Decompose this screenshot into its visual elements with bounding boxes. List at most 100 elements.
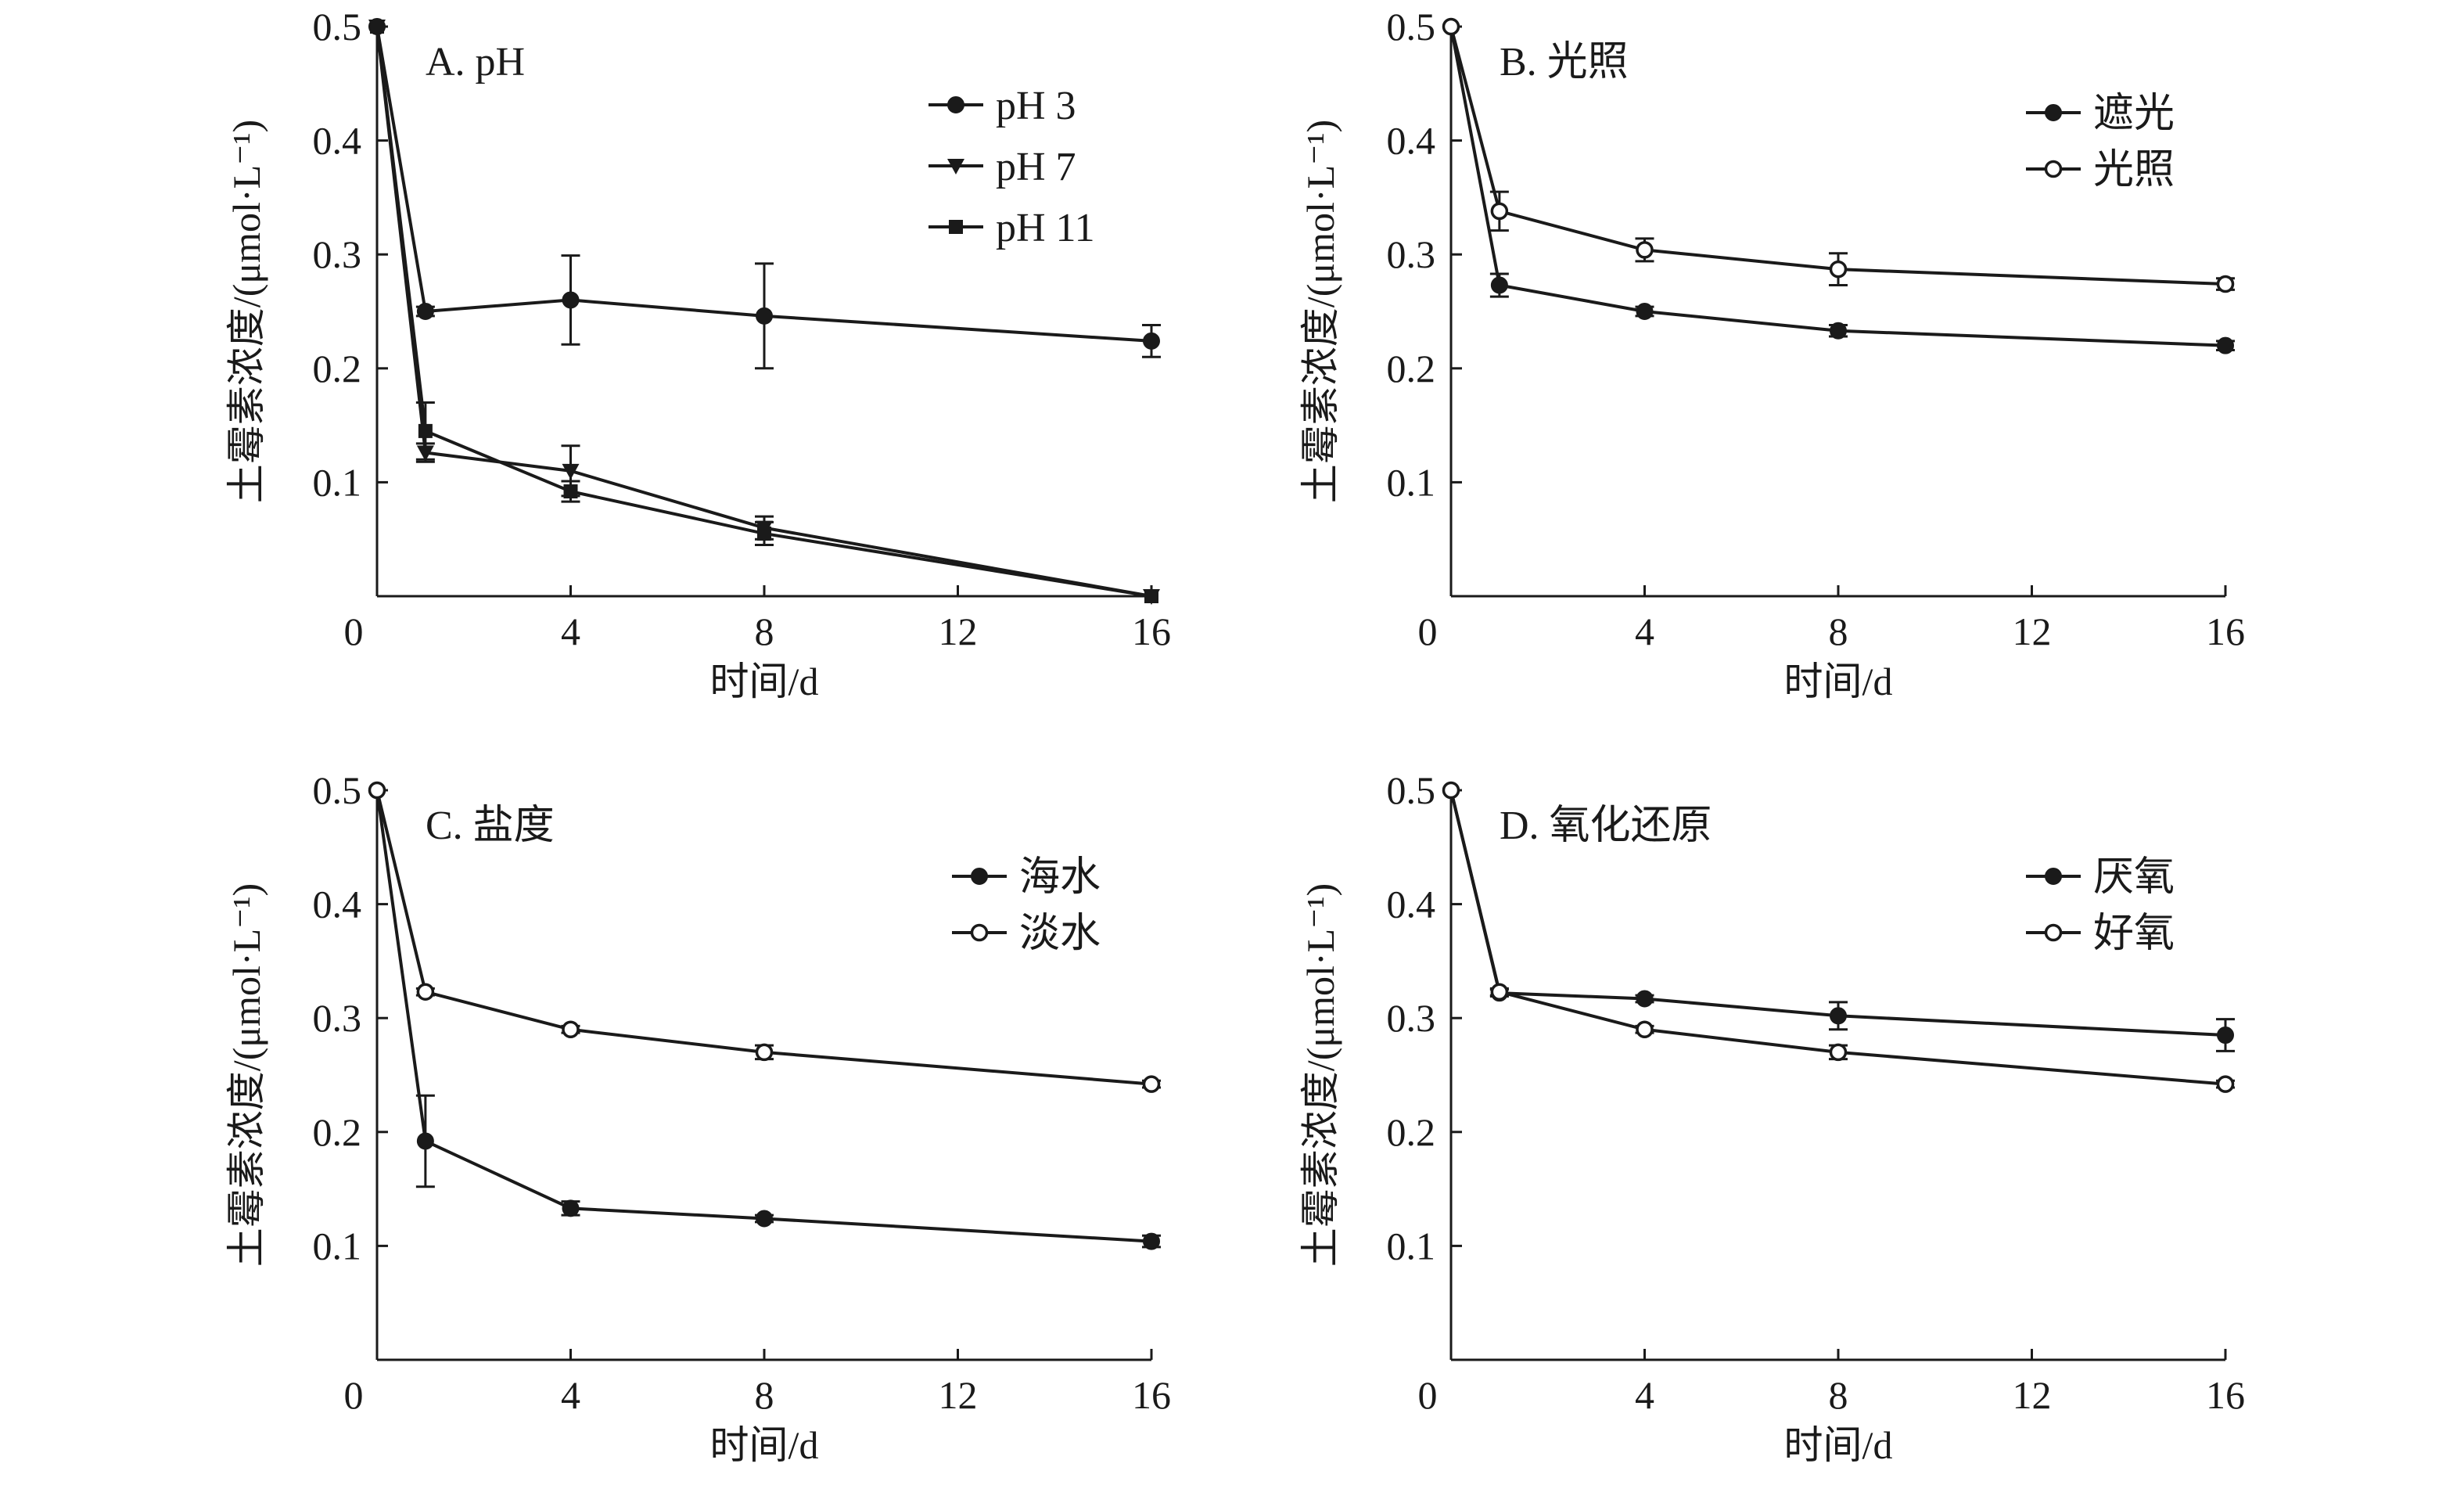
data-point bbox=[2216, 1075, 2235, 1093]
y-tick-label: 0.5 bbox=[313, 5, 362, 49]
x-tick-label: 12 bbox=[2013, 1373, 2052, 1417]
x-tick-label: 12 bbox=[2013, 609, 2052, 653]
legend-label: 光照 bbox=[2093, 148, 2175, 192]
data-point bbox=[1142, 1075, 1161, 1093]
data-point bbox=[757, 526, 771, 541]
data-point bbox=[2216, 275, 2235, 293]
data-point bbox=[416, 1132, 434, 1150]
x-tick-label: 16 bbox=[2206, 1373, 2245, 1417]
x-tick-label: 12 bbox=[939, 1373, 978, 1417]
x-tick-label: 4 bbox=[561, 1373, 580, 1417]
data-point bbox=[1830, 1007, 1847, 1025]
x-tick-label: 16 bbox=[1132, 609, 1171, 653]
legend-label: 淡水 bbox=[1019, 911, 1101, 956]
legend-item: 遮光 bbox=[2026, 92, 2175, 136]
data-point bbox=[1636, 990, 1654, 1008]
legend-item: pH 3 bbox=[928, 84, 1076, 128]
panel-title: C. 盐度 bbox=[426, 804, 555, 848]
data-point bbox=[1143, 332, 1160, 350]
panel-title: A. pH bbox=[426, 40, 525, 84]
series-2 bbox=[1442, 17, 2235, 293]
legend-marker bbox=[971, 868, 988, 885]
legend-label: 海水 bbox=[1019, 855, 1101, 900]
data-point bbox=[563, 484, 578, 499]
data-point bbox=[562, 463, 580, 480]
data-point bbox=[1636, 1020, 1654, 1039]
data-point bbox=[418, 423, 433, 438]
data-point bbox=[2217, 1027, 2234, 1045]
data-point bbox=[1830, 322, 1847, 340]
chart-panel-b: 0 4 8 12 16 0.1 0.2 0.3 0.4 0.5 时间/d 土霉素浓度/(μmol·L⁻… bbox=[1298, 5, 2245, 703]
legend-item: 厌氧 bbox=[2026, 855, 2175, 900]
x-tick-label: 8 bbox=[755, 1373, 774, 1417]
y-axis-title: 土霉素浓度/(μmol·L⁻¹) bbox=[1298, 883, 1342, 1267]
data-point bbox=[1490, 276, 1508, 294]
x-axis-title: 时间/d bbox=[1784, 660, 1893, 703]
data-point bbox=[2217, 336, 2234, 354]
x-tick-label: 16 bbox=[1132, 1373, 1171, 1417]
x-tick-label: 8 bbox=[1829, 1373, 1848, 1417]
data-point bbox=[1636, 303, 1654, 320]
data-point bbox=[370, 20, 384, 34]
panel-title: D. 氧化还原 bbox=[1500, 804, 1712, 848]
y-tick-label: 0.3 bbox=[1387, 996, 1436, 1040]
legend-label: pH 3 bbox=[996, 84, 1076, 128]
legend-item: 海水 bbox=[952, 855, 1101, 900]
legend-item: 淡水 bbox=[952, 911, 1101, 956]
data-point bbox=[368, 781, 386, 800]
y-tick-label: 0.4 bbox=[313, 883, 362, 926]
legend-label: 好氧 bbox=[2093, 911, 2175, 956]
legend-marker bbox=[947, 96, 964, 113]
y-tick-label: 0.4 bbox=[313, 119, 362, 163]
x-tick-label: 0 bbox=[344, 609, 364, 653]
data-point bbox=[562, 291, 580, 309]
data-point bbox=[416, 983, 435, 1001]
y-tick-label: 0.5 bbox=[1387, 5, 1436, 49]
data-point bbox=[1144, 589, 1158, 603]
x-tick-label: 8 bbox=[755, 609, 774, 653]
legend-marker bbox=[947, 159, 964, 174]
data-point bbox=[756, 307, 773, 325]
series-1 bbox=[368, 782, 1161, 1250]
x-tick-label: 8 bbox=[1829, 609, 1848, 653]
legend-label: 厌氧 bbox=[2093, 855, 2175, 900]
legend-marker bbox=[949, 220, 963, 234]
series-2 bbox=[1442, 781, 2235, 1093]
series-3 bbox=[370, 20, 1158, 603]
legend-marker bbox=[2045, 868, 2062, 885]
data-point bbox=[562, 1199, 580, 1217]
legend-label: pH 11 bbox=[996, 206, 1095, 250]
legend-marker bbox=[2045, 104, 2062, 121]
y-tick-label: 0.3 bbox=[313, 996, 362, 1040]
y-tick-label: 0.3 bbox=[1387, 232, 1436, 276]
x-tick-label: 12 bbox=[939, 609, 978, 653]
y-tick-label: 0.5 bbox=[1387, 768, 1436, 812]
data-point bbox=[1636, 241, 1654, 259]
x-tick-label: 0 bbox=[1418, 1373, 1438, 1417]
x-tick-label: 4 bbox=[1635, 609, 1654, 653]
x-tick-label: 16 bbox=[2206, 609, 2245, 653]
legend-marker bbox=[970, 923, 989, 942]
x-tick-label: 0 bbox=[344, 1373, 364, 1417]
chart-panel-c: 0 4 8 12 16 0.1 0.2 0.3 0.4 0.5 时间/d 土霉素浓度/(μmol·L⁻… bbox=[224, 768, 1171, 1467]
x-axis-title: 时间/d bbox=[1784, 1423, 1893, 1467]
series-1 bbox=[368, 18, 1161, 370]
legend-label: 遮光 bbox=[2093, 92, 2175, 136]
data-point bbox=[1143, 1232, 1160, 1250]
x-tick-label: 4 bbox=[561, 609, 580, 653]
data-point bbox=[1490, 983, 1509, 1001]
y-tick-label: 0.2 bbox=[313, 347, 362, 390]
y-axis-title: 土霉素浓度/(μmol·L⁻¹) bbox=[224, 883, 268, 1267]
y-tick-label: 0.1 bbox=[313, 1224, 362, 1267]
y-axis-title: 土霉素浓度/(μmol·L⁻¹) bbox=[224, 120, 268, 503]
data-point bbox=[1442, 17, 1460, 36]
y-tick-label: 0.4 bbox=[1387, 883, 1436, 926]
x-axis-title: 时间/d bbox=[710, 660, 819, 703]
y-axis-title: 土霉素浓度/(μmol·L⁻¹) bbox=[1298, 120, 1342, 503]
legend-marker bbox=[2044, 160, 2063, 178]
y-tick-label: 0.2 bbox=[313, 1110, 362, 1154]
